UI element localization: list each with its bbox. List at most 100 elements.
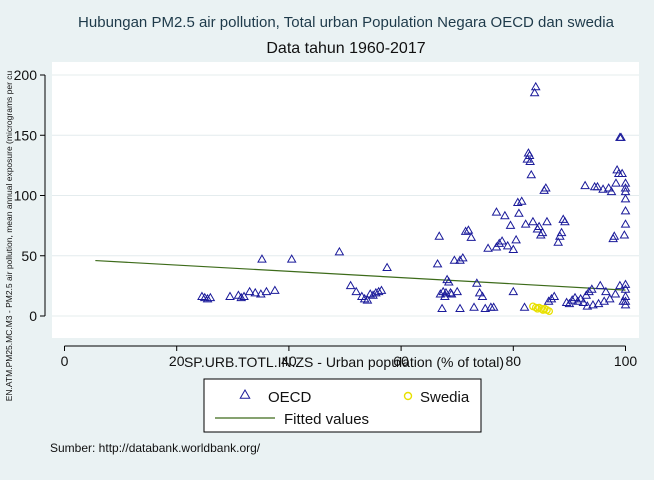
oecd-point xyxy=(582,301,593,310)
chart-title: Hubungan PM2.5 air pollution, Total urba… xyxy=(78,14,615,31)
oecd-point xyxy=(270,285,280,294)
oecd-point xyxy=(606,186,617,196)
oecd-point xyxy=(598,184,608,193)
oecd-point xyxy=(457,252,468,262)
oecd-point xyxy=(500,210,510,220)
oecd-point xyxy=(471,278,482,287)
oecd-point xyxy=(286,254,297,263)
oecd-point xyxy=(620,193,631,203)
oecd-point xyxy=(610,289,621,298)
fitted-values-line xyxy=(95,259,626,291)
oecd-point xyxy=(615,280,625,290)
oecd-point xyxy=(257,254,267,263)
oecd-point xyxy=(601,286,611,296)
oecd-point xyxy=(580,180,590,190)
oecd-point xyxy=(382,262,392,272)
oecd-point xyxy=(534,221,544,231)
oecd-point xyxy=(514,208,524,217)
oecd-point xyxy=(508,286,519,296)
legend-fitted-label: Fitted values xyxy=(284,411,369,428)
oecd-point xyxy=(620,291,631,300)
oecd-point xyxy=(519,302,530,311)
oecd-point xyxy=(205,292,216,302)
oecd-point xyxy=(586,284,597,293)
x-tick-label: 20 xyxy=(169,353,185,369)
x-tick-label: 100 xyxy=(614,353,638,369)
y-tick-label: 100 xyxy=(14,188,38,204)
oecd-point xyxy=(616,132,626,141)
legend-oecd-marker xyxy=(239,388,251,399)
oecd-point xyxy=(620,279,631,288)
oecd-point xyxy=(477,291,488,300)
oecd-point xyxy=(620,178,631,187)
oecd-point xyxy=(572,296,583,305)
oecd-point xyxy=(619,230,630,239)
oecd-point xyxy=(334,246,345,256)
oecd-point xyxy=(511,234,521,244)
oecd-point xyxy=(225,291,235,300)
oecd-point xyxy=(452,286,463,296)
oecd-point xyxy=(494,238,505,247)
source-note: Sumber: http://databank.worldbank.org/ xyxy=(50,441,261,455)
oecd-point xyxy=(376,285,387,294)
oecd-point xyxy=(239,291,249,300)
y-tick-label: 50 xyxy=(21,248,37,264)
oecd-point xyxy=(455,255,465,264)
oecd-point xyxy=(460,226,471,235)
oecd-point xyxy=(537,227,548,237)
oecd-point xyxy=(620,219,631,228)
legend-swedia-label: Swedia xyxy=(420,389,470,406)
oecd-point xyxy=(202,293,213,303)
oecd-point xyxy=(603,183,614,192)
y-axis-title: EN.ATM.PM25.MC.M3 - PM2.5 air pollution,… xyxy=(4,70,14,401)
oecd-point xyxy=(250,287,261,297)
oecd-point xyxy=(556,227,567,237)
oecd-point xyxy=(595,280,606,290)
oecd-point xyxy=(373,286,384,296)
oecd-point xyxy=(620,296,631,305)
oecd-point xyxy=(620,205,631,215)
oecd-point xyxy=(617,168,627,178)
oecd-point xyxy=(455,303,465,312)
x-tick-label: 40 xyxy=(281,353,297,369)
oecd-point xyxy=(528,216,538,226)
oecd-point xyxy=(567,295,578,304)
y-tick-label: 150 xyxy=(14,127,38,143)
oecd-point xyxy=(351,286,362,296)
oecd-point xyxy=(474,287,485,297)
oecd-point xyxy=(488,302,499,311)
oecd-point xyxy=(611,178,621,187)
oecd-point xyxy=(437,303,447,312)
oecd-point xyxy=(432,258,443,268)
oecd-point xyxy=(236,292,247,302)
oecd-point xyxy=(435,289,446,298)
oecd-point xyxy=(508,244,519,253)
oecd-point xyxy=(604,293,615,303)
x-axis-title: SP.URB.TOTL.IN.ZS - Urban population (% … xyxy=(184,354,504,370)
oecd-point xyxy=(497,236,507,245)
oecd-point xyxy=(443,277,454,286)
oecd-point xyxy=(502,240,513,250)
x-tick-label: 60 xyxy=(393,353,409,369)
oecd-point xyxy=(362,295,373,304)
oecd-point xyxy=(512,197,523,206)
oecd-point xyxy=(505,220,516,229)
oecd-point xyxy=(516,196,527,205)
oecd-point xyxy=(261,286,272,296)
x-tick-label: 0 xyxy=(61,353,69,369)
oecd-point xyxy=(244,286,255,296)
oecd-point xyxy=(466,232,477,241)
oecd-point xyxy=(469,302,479,311)
oecd-point xyxy=(546,293,557,303)
plot-area xyxy=(52,62,639,338)
legend-box xyxy=(203,378,482,433)
oecd-point xyxy=(620,299,631,309)
y-tick-label: 200 xyxy=(14,67,38,83)
x-tick-label: 80 xyxy=(506,353,522,369)
oecd-point xyxy=(584,286,594,296)
oecd-point xyxy=(592,181,603,191)
oecd-point xyxy=(578,297,589,306)
oecd-point xyxy=(480,303,491,312)
